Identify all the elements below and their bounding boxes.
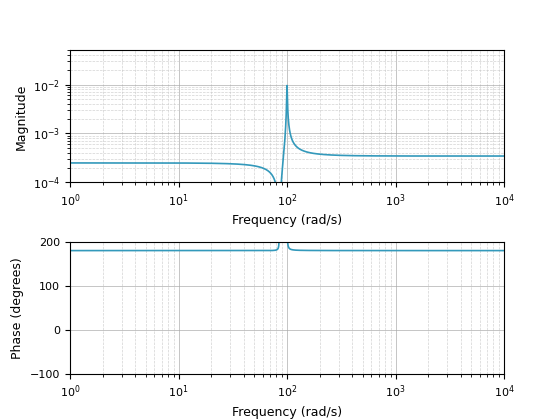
X-axis label: Frequency (rad/s): Frequency (rad/s) [232,214,342,227]
X-axis label: Frequency (rad/s): Frequency (rad/s) [232,406,342,419]
Y-axis label: Phase (degrees): Phase (degrees) [11,257,24,359]
Y-axis label: Magnitude: Magnitude [15,83,27,150]
